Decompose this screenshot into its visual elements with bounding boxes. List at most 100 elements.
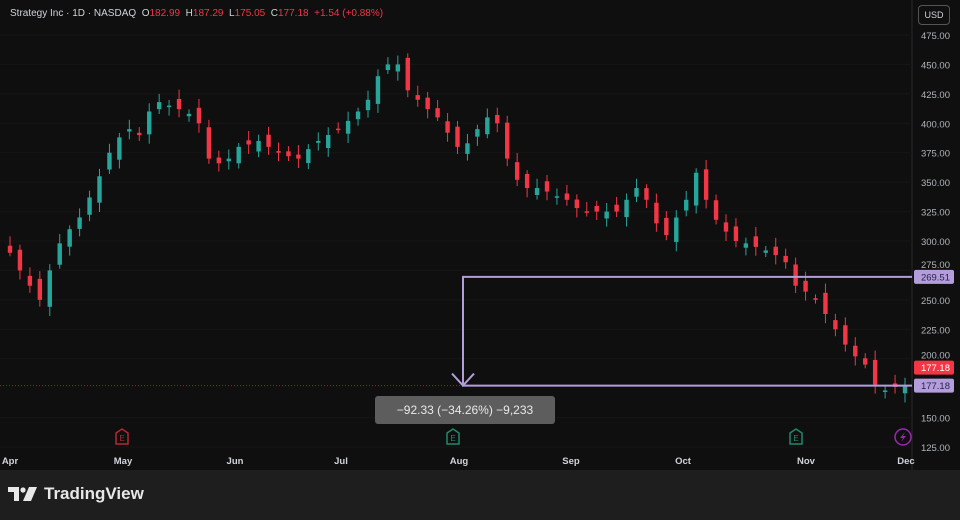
- x-tick-label: Oct: [675, 456, 692, 467]
- candle: [7, 236, 13, 257]
- candle-body: [385, 64, 391, 70]
- measure-box[interactable]: [462, 275, 912, 387]
- event-letter: E: [793, 434, 798, 443]
- candle-body: [833, 320, 838, 330]
- candle: [713, 194, 719, 225]
- candle: [77, 208, 82, 237]
- candle: [684, 190, 689, 217]
- candle-body: [37, 278, 43, 300]
- candle: [47, 264, 52, 317]
- y-tick-label: 275.00: [921, 260, 950, 271]
- candle: [544, 174, 550, 201]
- candle-body: [226, 158, 231, 162]
- candle-body: [624, 199, 629, 218]
- candle: [644, 184, 649, 209]
- candle: [425, 91, 430, 119]
- candle-body: [882, 390, 888, 392]
- candle-body: [872, 359, 878, 385]
- candle: [872, 350, 878, 394]
- y-tick-label: 325.00: [921, 208, 950, 219]
- candle: [554, 188, 560, 205]
- candle-body: [425, 97, 430, 110]
- x-tick-label: May: [114, 456, 133, 467]
- candle-body: [186, 113, 192, 117]
- candle: [335, 122, 341, 134]
- candle: [465, 133, 470, 161]
- candle-body: [97, 176, 102, 203]
- y-tick-label: 225.00: [921, 325, 950, 336]
- candle-body: [763, 250, 768, 253]
- close-value: 177.18: [278, 8, 309, 19]
- candle: [37, 271, 43, 307]
- currency-button[interactable]: USD: [918, 5, 950, 25]
- candle-body: [813, 298, 818, 300]
- candle-body: [355, 111, 361, 120]
- y-tick-label: 350.00: [921, 178, 950, 189]
- candle: [67, 225, 72, 256]
- candle: [117, 132, 122, 169]
- candle: [296, 145, 301, 168]
- open-value: 182.99: [149, 8, 181, 19]
- candle-body: [495, 114, 500, 124]
- earnings-icon[interactable]: E: [789, 428, 803, 445]
- candle-body: [365, 99, 371, 111]
- candle: [196, 98, 202, 133]
- candle: [176, 89, 182, 118]
- price-chart[interactable]: 475.00 450.00 425.00 400.00 375.00 350.00 325.…: [0, 0, 960, 470]
- measure-from-tag: [914, 269, 954, 284]
- tradingview-logo[interactable]: TradingView: [8, 484, 144, 504]
- candle: [733, 218, 739, 248]
- candle-body: [67, 229, 72, 247]
- y-tick-label: 300.00: [921, 237, 950, 248]
- candle: [435, 99, 440, 122]
- measure-to-tag: [914, 378, 954, 393]
- measure-label: −92.33 (−34.26%) −9,233: [375, 396, 555, 424]
- candle-body: [564, 193, 570, 200]
- candle: [843, 317, 848, 352]
- candle-body: [743, 243, 749, 248]
- candle: [445, 113, 450, 142]
- lightning-icon[interactable]: [894, 428, 912, 446]
- candle-body: [395, 64, 401, 72]
- candle: [455, 120, 460, 155]
- candle: [147, 103, 152, 144]
- last-price-tag-text: 177.18: [921, 363, 950, 374]
- candle: [863, 353, 868, 369]
- candle: [793, 257, 798, 294]
- candle: [97, 168, 102, 212]
- candle-body: [87, 197, 92, 215]
- candle: [574, 194, 580, 218]
- candle: [246, 131, 251, 154]
- measure-arrow-icon: [451, 372, 475, 388]
- candle: [355, 107, 361, 126]
- candle: [395, 55, 401, 81]
- x-tick-label: Nov: [797, 456, 816, 467]
- candle-body: [57, 243, 62, 265]
- candle-body: [783, 255, 788, 263]
- candle-body: [326, 135, 331, 149]
- candle: [584, 201, 589, 217]
- candle-body: [654, 202, 659, 224]
- candle-body: [544, 181, 550, 192]
- x-tick-label: Jun: [227, 456, 244, 467]
- candle: [226, 149, 231, 170]
- close-label: C: [270, 8, 278, 19]
- candle-body: [554, 196, 560, 198]
- candle: [316, 132, 321, 151]
- candle: [107, 143, 112, 174]
- candle: [674, 210, 679, 252]
- candle: [604, 202, 609, 227]
- high-value: 187.29: [192, 8, 224, 19]
- candle-body: [674, 217, 679, 242]
- candle-body: [375, 76, 381, 104]
- earnings-icon[interactable]: E: [115, 428, 129, 445]
- candle-body: [733, 226, 739, 241]
- candle-body: [823, 292, 828, 314]
- footer: TradingView: [0, 470, 960, 520]
- earnings-icon[interactable]: E: [446, 428, 460, 445]
- candle: [385, 57, 391, 74]
- candle-body: [723, 222, 729, 232]
- candle-body: [693, 172, 699, 206]
- candle-body: [713, 200, 719, 220]
- candle-body: [684, 199, 689, 211]
